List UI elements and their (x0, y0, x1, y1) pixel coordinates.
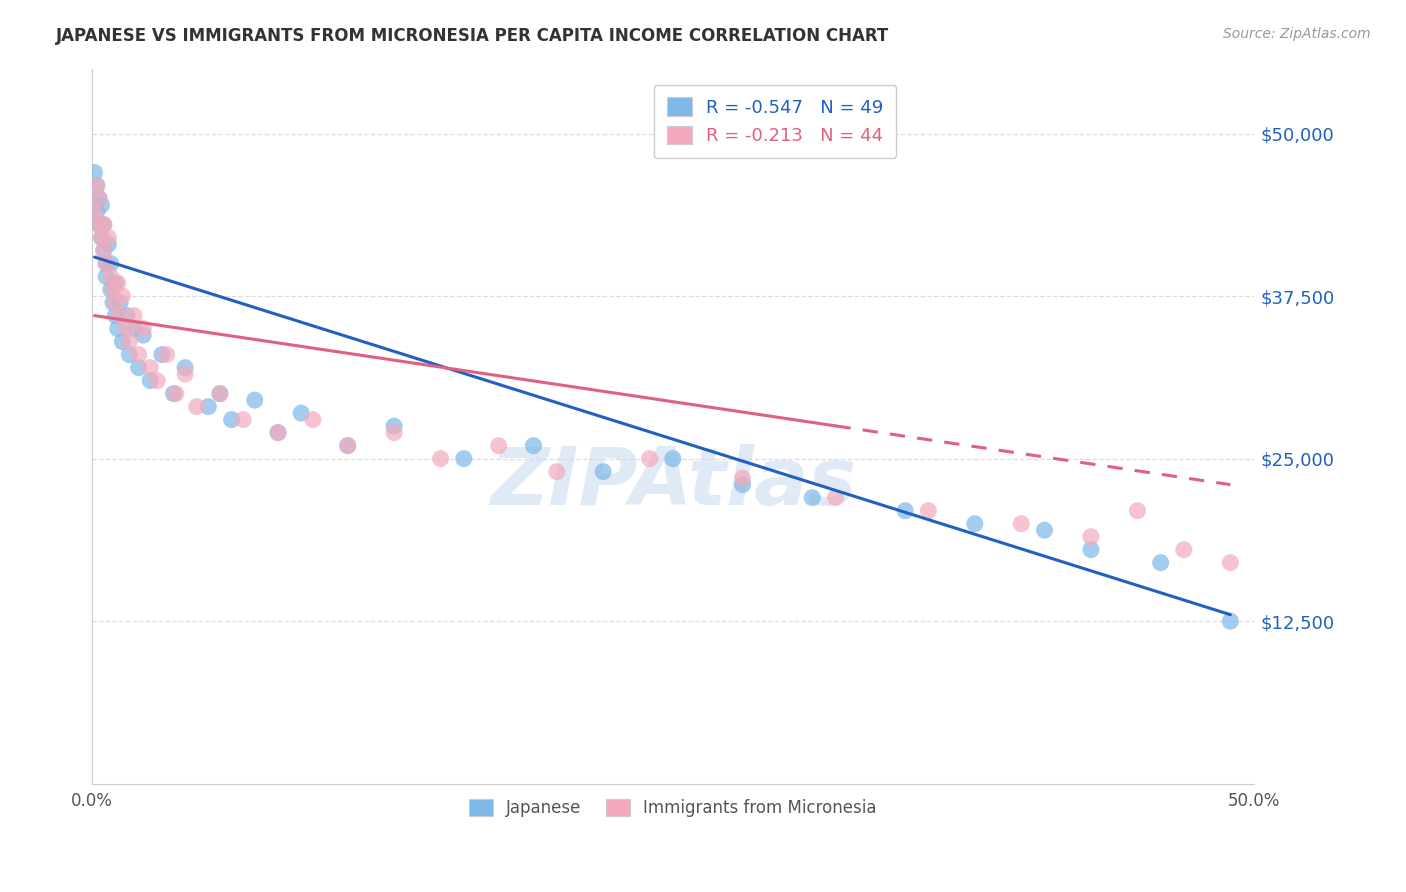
Point (111, 289, 134, 303)
Point (208, 386, 231, 401)
Point (197, 400, 219, 414)
Point (174, 367, 197, 381)
Point (128, 360, 150, 375)
Text: Source: ZipAtlas.com: Source: ZipAtlas.com (1223, 27, 1371, 41)
Point (546, 465, 568, 479)
Point (122, 309, 145, 323)
Point (336, 439, 359, 453)
Point (104, 276, 127, 290)
Point (97, 237, 120, 252)
Point (128, 348, 150, 362)
Point (93, 244, 115, 258)
Point (146, 374, 169, 388)
Point (93, 244, 115, 258)
Text: JAPANESE VS IMMIGRANTS FROM MICRONESIA PER CAPITA INCOME CORRELATION CHART: JAPANESE VS IMMIGRANTS FROM MICRONESIA P… (56, 27, 890, 45)
Point (139, 374, 162, 388)
Point (104, 295, 127, 310)
Point (382, 425, 405, 440)
Point (104, 309, 127, 323)
Point (101, 295, 124, 310)
Point (1173, 542, 1195, 557)
Point (1080, 542, 1102, 557)
Point (165, 386, 187, 401)
Point (429, 451, 451, 466)
Point (100, 256, 122, 270)
Text: ZIPAtlas: ZIPAtlas (489, 444, 856, 523)
Point (101, 283, 124, 297)
Point (267, 425, 290, 440)
Point (208, 386, 231, 401)
Point (302, 412, 325, 426)
Point (86, 204, 108, 219)
Point (86, 178, 108, 193)
Point (83, 204, 105, 219)
Point (107, 321, 129, 335)
Point (100, 283, 122, 297)
Point (111, 334, 134, 349)
Point (118, 334, 141, 349)
Point (267, 425, 290, 440)
Point (1126, 503, 1149, 517)
Point (917, 503, 939, 517)
Point (801, 491, 824, 505)
Point (132, 328, 155, 343)
Point (132, 321, 155, 335)
Point (89, 192, 111, 206)
Point (155, 348, 177, 362)
Point (139, 360, 162, 375)
Point (162, 386, 184, 401)
Point (638, 451, 661, 466)
Point (232, 412, 254, 426)
Point (86, 178, 108, 193)
Point (89, 192, 111, 206)
Point (93, 218, 115, 232)
Point (592, 465, 614, 479)
Point (824, 491, 846, 505)
Legend: Japanese, Immigrants from Micronesia: Japanese, Immigrants from Micronesia (461, 790, 884, 825)
Point (1080, 530, 1102, 544)
Point (382, 419, 405, 434)
Point (89, 218, 111, 232)
Point (174, 360, 197, 375)
Point (90, 230, 112, 244)
Point (488, 439, 510, 453)
Point (90, 198, 112, 212)
Point (1150, 556, 1173, 570)
Point (662, 451, 685, 466)
Point (90, 230, 112, 244)
Point (290, 406, 312, 420)
Point (89, 218, 111, 232)
Point (336, 439, 359, 453)
Point (108, 309, 131, 323)
Point (963, 516, 986, 531)
Point (221, 412, 243, 426)
Point (94, 256, 117, 270)
Point (122, 321, 145, 335)
Point (453, 451, 475, 466)
Point (108, 295, 131, 310)
Point (731, 477, 754, 491)
Point (894, 503, 917, 517)
Point (522, 439, 544, 453)
Point (731, 471, 754, 485)
Point (186, 400, 208, 414)
Point (1010, 516, 1032, 531)
Point (150, 348, 173, 362)
Point (243, 393, 266, 408)
Point (93, 218, 115, 232)
Point (94, 256, 117, 270)
Point (1033, 523, 1056, 537)
Point (107, 276, 129, 290)
Point (1219, 556, 1241, 570)
Point (118, 348, 141, 362)
Point (115, 309, 138, 323)
Point (94, 269, 117, 284)
Point (115, 321, 138, 335)
Point (1219, 614, 1241, 628)
Point (97, 230, 120, 244)
Point (100, 269, 122, 284)
Point (83, 165, 105, 179)
